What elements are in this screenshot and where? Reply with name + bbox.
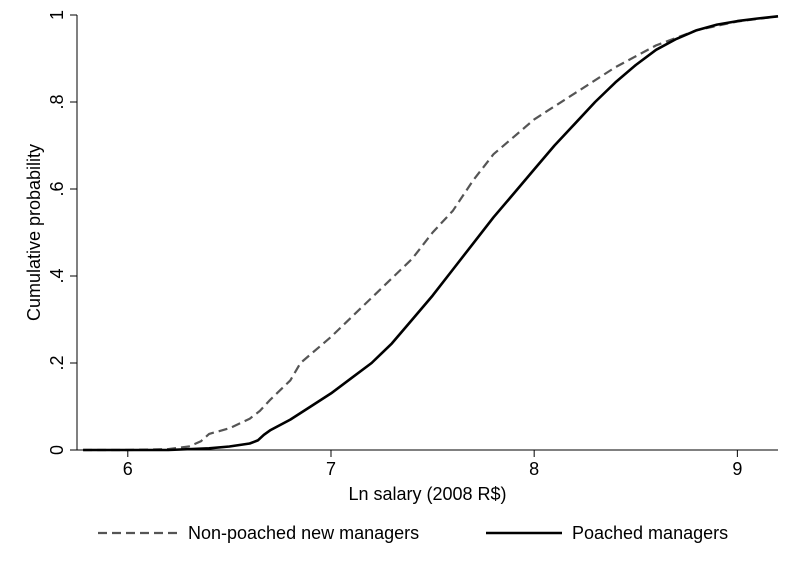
y-tick-label: .4 [47, 268, 67, 283]
y-tick-label: .8 [47, 94, 67, 109]
series-line-poached [83, 15, 779, 452]
plot-area [83, 15, 779, 452]
y-tick-label: 0 [47, 445, 67, 455]
legend: Non-poached new managers Poached manager… [98, 523, 728, 543]
x-tick-label: 7 [326, 459, 336, 479]
x-axis-label: Ln salary (2008 R$) [348, 484, 506, 504]
x-ticks: 6 7 8 9 [123, 450, 742, 479]
x-tick-label: 8 [529, 459, 539, 479]
y-tick-label: .2 [47, 355, 67, 370]
legend-label-non-poached: Non-poached new managers [188, 523, 419, 543]
x-tick-label: 6 [123, 459, 133, 479]
x-tick-label: 9 [732, 459, 742, 479]
y-tick-label: .6 [47, 181, 67, 196]
legend-label-poached: Poached managers [572, 523, 728, 543]
y-ticks: 0 .2 .4 .6 .8 1 [47, 10, 77, 455]
y-tick-label: 1 [47, 10, 67, 20]
y-axis-label: Cumulative probability [24, 144, 44, 321]
